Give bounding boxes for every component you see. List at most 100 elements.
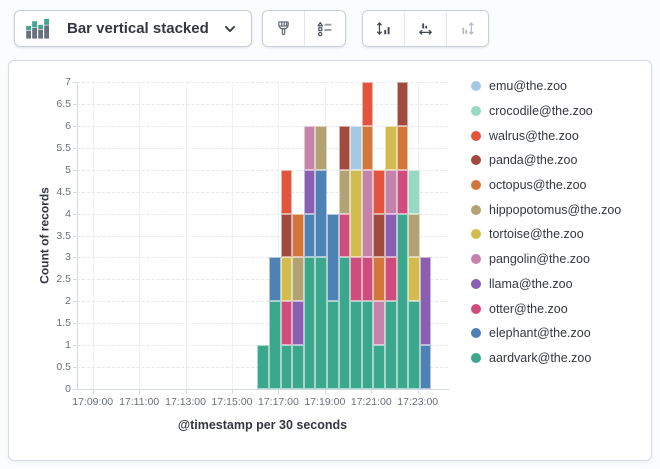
bar-segment[interactable] (385, 257, 397, 302)
bar-segment[interactable] (385, 125, 397, 170)
bar-segment[interactable] (280, 213, 293, 258)
bar-segment[interactable] (338, 125, 351, 170)
legend-item[interactable]: llama@the.zoo (471, 272, 621, 297)
bar-segment[interactable] (361, 257, 374, 302)
bar-segment[interactable] (361, 125, 374, 170)
bar-segment[interactable] (396, 169, 409, 214)
y-tick-mark (73, 147, 77, 149)
bar-segment[interactable] (338, 169, 351, 214)
bar-segment[interactable] (303, 125, 316, 170)
legend-item[interactable]: otter@the.zoo (471, 296, 621, 321)
y-gridline (77, 82, 448, 83)
x-tick-mark (185, 390, 187, 394)
legend-color-dot (471, 278, 481, 289)
right-axis-button[interactable] (446, 11, 488, 46)
legend-item[interactable]: walrus@the.zoo (471, 123, 621, 148)
legend-item[interactable]: crocodile@the.zoo (471, 99, 621, 124)
bar-segment[interactable] (373, 257, 386, 302)
bar-segment[interactable] (419, 345, 432, 389)
bar-segment[interactable] (373, 345, 386, 389)
left-axis-button[interactable] (363, 11, 404, 46)
bar-segment[interactable] (315, 257, 328, 389)
legend-settings-button[interactable] (303, 11, 345, 46)
legend-item[interactable]: aardvark@the.zoo (471, 346, 621, 371)
y-tick-mark (73, 389, 77, 390)
legend-item[interactable]: octopus@the.zoo (471, 173, 621, 198)
bar-segment[interactable] (280, 345, 293, 389)
y-tick-mark (73, 345, 77, 347)
bar-segment[interactable] (257, 345, 269, 389)
bar-segment[interactable] (280, 257, 293, 302)
legend-item[interactable]: pangolin@the.zoo (471, 247, 621, 272)
y-tick-label: 2 (65, 295, 71, 308)
x-tick-mark (231, 390, 233, 394)
legend-label: aardvark@the.zoo (489, 350, 592, 365)
bar-segment[interactable] (327, 301, 339, 389)
bar-segment[interactable] (419, 257, 432, 346)
bar-segment[interactable] (292, 213, 304, 258)
bar-segment[interactable] (292, 345, 304, 389)
y-tick-mark (73, 191, 77, 193)
bar-segment[interactable] (280, 301, 293, 346)
brush-styles-button[interactable] (263, 11, 304, 46)
bar-segment[interactable] (315, 125, 328, 170)
bar-segment[interactable] (303, 257, 316, 389)
y-gridline (77, 257, 448, 259)
y-tick-label: 2.5 (56, 273, 71, 286)
legend-color-dot (471, 229, 481, 240)
chart-type-dropdown[interactable]: Bar vertical stacked (14, 10, 252, 47)
bar-segment[interactable] (361, 301, 374, 389)
bar-segment[interactable] (292, 301, 304, 346)
bar-segment[interactable] (269, 257, 281, 302)
bar-segment[interactable] (361, 169, 374, 258)
bar-segment[interactable] (408, 169, 420, 214)
legend-item[interactable]: tortoise@the.zoo (471, 222, 621, 247)
legend-color-dot (471, 303, 481, 314)
bar-segment[interactable] (408, 301, 420, 389)
y-tick-mark (73, 103, 77, 105)
bar-segment[interactable] (350, 169, 362, 258)
bar-segment[interactable] (373, 301, 386, 346)
bar-segment[interactable] (396, 125, 409, 170)
bar-segment[interactable] (385, 301, 397, 389)
y-gridline (77, 279, 448, 281)
bar-segment[interactable] (315, 169, 328, 258)
bar-segment[interactable] (292, 257, 304, 302)
bar-segment[interactable] (327, 213, 339, 302)
y-tick-mark (73, 235, 77, 237)
bar-segment[interactable] (396, 82, 409, 126)
y-tick-label: 3.5 (56, 229, 71, 242)
chart-panel: Count of records @timestamp per 30 secon… (8, 60, 652, 461)
bar-segment[interactable] (350, 125, 362, 170)
bar-segment[interactable] (280, 169, 293, 214)
bar-segment[interactable] (350, 301, 362, 389)
bar-segment[interactable] (361, 82, 374, 126)
y-gridline (77, 301, 448, 303)
legend-item[interactable]: elephant@the.zoo (471, 321, 621, 346)
bar-segment[interactable] (338, 257, 351, 389)
legend-label: elephant@the.zoo (489, 326, 591, 341)
bar-vertical-stacked-icon (25, 17, 49, 41)
bar-segment[interactable] (338, 213, 351, 258)
bottom-axis-button[interactable] (404, 11, 446, 46)
x-tick-label: 17:15:00 (211, 396, 253, 408)
bar-segment[interactable] (396, 213, 409, 389)
legend: emu@the.zoo crocodile@the.zoo walrus@the.z… (471, 74, 621, 370)
bar-segment[interactable] (350, 257, 362, 302)
bar-segment[interactable] (408, 257, 420, 302)
bar-segment[interactable] (385, 213, 397, 258)
bar-segment[interactable] (269, 301, 281, 389)
y-tick-mark (73, 213, 77, 215)
y-tick-label: 6 (65, 119, 71, 132)
legend-item[interactable]: hippopotomus@the.zoo (471, 197, 621, 222)
y-tick-label: 4 (65, 207, 71, 220)
bar-segment[interactable] (408, 213, 420, 258)
bar-segment[interactable] (385, 169, 397, 214)
bar-segment[interactable] (303, 169, 316, 214)
y-tick-label: 7 (65, 76, 71, 88)
bar-segment[interactable] (303, 213, 316, 258)
legend-item[interactable]: panda@the.zoo (471, 148, 621, 173)
legend-item[interactable]: emu@the.zoo (471, 74, 621, 99)
bar-segment[interactable] (373, 213, 386, 258)
bar-segment[interactable] (373, 169, 386, 214)
